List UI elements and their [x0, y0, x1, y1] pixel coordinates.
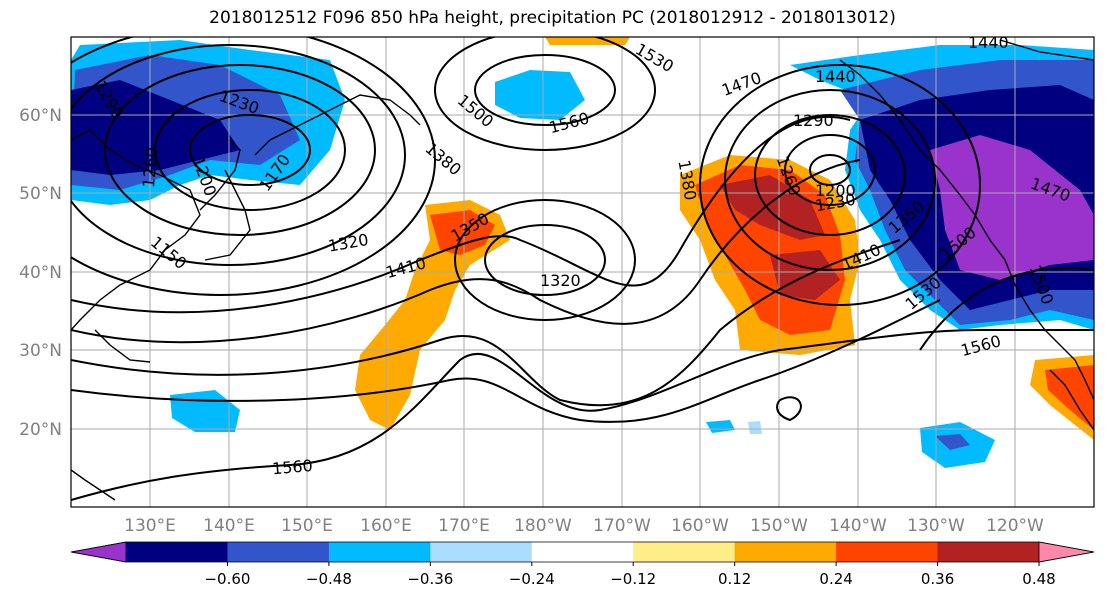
- height-contours: [71, 37, 1094, 501]
- precip-negative-region: [935, 434, 970, 450]
- colorbar-tick-label: 0.48: [1022, 570, 1055, 588]
- colorbar-swatch: [126, 542, 228, 562]
- contour-label: 1260: [139, 146, 161, 188]
- coastlines: [71, 39, 1094, 501]
- precip-positive-region: [720, 175, 825, 240]
- contour-label: 1320: [540, 271, 581, 290]
- colorbar-swatch: [836, 542, 939, 562]
- lon-label: 140°W: [829, 516, 887, 536]
- lon-label: 160°W: [671, 516, 729, 536]
- lon-label: 170°E: [438, 516, 490, 536]
- lat-label: 50°N: [19, 184, 62, 204]
- colorbar-swatch: [937, 542, 1040, 562]
- colorbar-tick-label: −0.60: [204, 570, 250, 588]
- lon-label: 150°W: [750, 516, 808, 536]
- colorbar-tick-label: 0.24: [819, 570, 852, 588]
- colorbar-swatch: [734, 542, 837, 562]
- colorbar-tick-label: −0.36: [407, 570, 453, 588]
- precip-negative-region: [495, 70, 585, 120]
- contour-label: 1440: [968, 33, 1009, 52]
- precip-negative-region: [930, 135, 1094, 280]
- lon-label: 140°E: [203, 516, 255, 536]
- lat-label: 20°N: [19, 420, 62, 440]
- contour-label: 1290: [793, 111, 834, 130]
- precip-positive-region: [545, 37, 630, 45]
- precip-positive-region: [1045, 365, 1094, 430]
- colorbar-tick-label: −0.48: [306, 570, 352, 588]
- colorbar-swatch: [633, 542, 736, 562]
- colorbar-extend-high: [1038, 541, 1095, 563]
- map-title: 2018012512 F096 850 hPa height, precipit…: [209, 8, 896, 28]
- precip-negative-region: [706, 420, 735, 433]
- lon-label: 170°W: [593, 516, 651, 536]
- colorbar-swatch: [531, 542, 634, 562]
- lon-label: 160°E: [360, 516, 412, 536]
- colorbar-tick-label: −0.24: [509, 570, 555, 588]
- lon-label: 130°E: [124, 516, 176, 536]
- colorbar-swatch: [328, 542, 431, 562]
- contour-label: 1560: [271, 456, 313, 478]
- colorbar-swatch: [227, 542, 330, 562]
- colorbar-extend-low: [70, 541, 127, 563]
- precip-positive-region: [430, 210, 495, 255]
- lon-label: 150°E: [281, 516, 333, 536]
- precip-negative-region: [748, 421, 762, 434]
- colorbar: −0.60 −0.48 −0.36 −0.24 −0.12 0.12 0.24 0.36 0.4…: [70, 541, 1095, 588]
- colorbar-tick-label: −0.12: [610, 570, 656, 588]
- plot-frame: [70, 36, 1095, 508]
- lon-label: 180°W: [514, 516, 572, 536]
- precip-positive-region: [355, 200, 510, 430]
- graticule: [71, 37, 1094, 507]
- lat-label: 60°N: [19, 106, 62, 126]
- contour-label: 1200: [815, 181, 856, 200]
- colorbar-frame: [70, 541, 1095, 563]
- lat-label: 40°N: [19, 263, 62, 283]
- lon-label: 130°W: [907, 516, 965, 536]
- lon-label: 120°W: [986, 516, 1044, 536]
- contour-label: 1440: [815, 67, 856, 86]
- latitude-labels: 60°N 50°N 40°N 30°N 20°N: [19, 106, 62, 440]
- colorbar-tick-label: 0.12: [718, 570, 751, 588]
- lat-label: 30°N: [19, 341, 62, 361]
- colorbar-swatch: [430, 542, 533, 562]
- precipitation-shading: [71, 37, 1094, 468]
- longitude-labels: 130°E 140°E 150°E 160°E 170°E 180°W 170°…: [124, 516, 1044, 536]
- colorbar-tick-label: 0.36: [921, 570, 954, 588]
